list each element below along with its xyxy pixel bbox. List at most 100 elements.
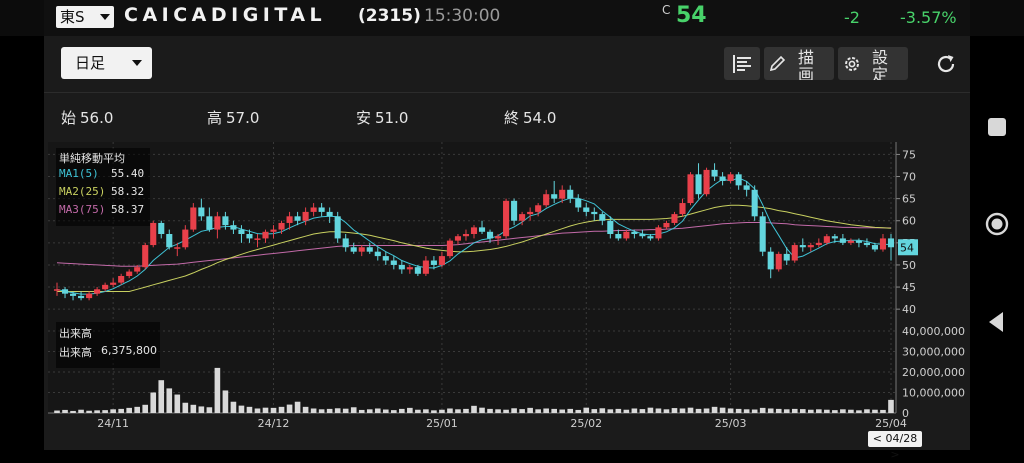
- volume-bar: [880, 409, 886, 413]
- candle-body: [270, 229, 277, 232]
- volume-bar: [342, 408, 349, 413]
- volume-bar: [824, 409, 830, 413]
- ohlc-open: 始 56.0: [61, 107, 113, 128]
- volume-bar: [294, 401, 301, 413]
- home-circle-icon[interactable]: [985, 212, 1009, 236]
- date-badge[interactable]: < 04/28 >: [868, 431, 922, 461]
- indicator-button[interactable]: [724, 47, 760, 80]
- candle-body: [94, 289, 101, 294]
- candle-body: [615, 234, 622, 239]
- volume-bar: [94, 410, 100, 413]
- ohlc-high: 高 57.0: [207, 107, 259, 128]
- period-select[interactable]: 日足: [61, 47, 152, 79]
- x-tick-label: 25/01: [426, 417, 458, 430]
- candle-body: [503, 200, 510, 237]
- candle-body: [238, 229, 245, 234]
- high-value: 57.0: [226, 109, 260, 127]
- settings-label: 設定: [872, 48, 899, 80]
- volume-bar: [703, 408, 710, 413]
- chevron-down-icon: [132, 60, 142, 66]
- candle-body: [254, 238, 261, 240]
- candle-body: [599, 214, 606, 221]
- volume-bar: [455, 409, 461, 413]
- y-tick-label: 60: [902, 215, 916, 228]
- back-triangle-icon[interactable]: [987, 311, 1007, 333]
- volume-bar: [767, 408, 774, 413]
- candle-body: [687, 174, 694, 204]
- x-tick-label: 24/12: [258, 417, 290, 430]
- square-icon[interactable]: [987, 117, 1007, 137]
- volume-bar: [535, 409, 541, 413]
- candle-body: [847, 240, 854, 243]
- volume-bar: [816, 409, 822, 413]
- ma-legend-title: 単純移動平均: [59, 152, 125, 165]
- ma1-value: 55.40: [111, 167, 145, 180]
- volume-bar: [134, 406, 141, 413]
- volume-value: 6,375,800: [101, 344, 157, 357]
- quote-time: 15:30:00: [424, 6, 501, 26]
- volume-bar: [775, 408, 782, 413]
- candle-body: [406, 267, 413, 270]
- candle-body: [86, 293, 93, 299]
- refresh-icon[interactable]: [934, 52, 958, 76]
- volume-bar: [270, 407, 277, 413]
- volume-bar: [551, 408, 557, 413]
- candle-body: [551, 194, 558, 199]
- volume-bar: [206, 407, 213, 413]
- volume-bar: [735, 408, 742, 413]
- volume-bar: [872, 409, 878, 413]
- candle-body: [166, 234, 173, 248]
- volume-bar: [791, 408, 798, 413]
- candle-body: [663, 222, 670, 228]
- volume-bar: [158, 380, 165, 413]
- candle-body: [446, 240, 453, 257]
- volume-bar: [487, 408, 493, 413]
- volume-bar: [230, 401, 237, 413]
- open-value: 56.0: [80, 109, 114, 127]
- volume-bar: [463, 408, 469, 413]
- candle-body: [871, 245, 878, 250]
- volume-bar: [278, 406, 285, 413]
- settings-button[interactable]: 設定: [838, 47, 908, 80]
- volume-label: 出来高: [59, 346, 92, 359]
- volume-bar: [832, 410, 838, 413]
- candle-body: [158, 222, 165, 234]
- volume-bar: [671, 408, 678, 413]
- ma3-row: MA3(75) 58.37: [59, 203, 144, 216]
- volume-bar: [743, 409, 750, 413]
- candle-body: [214, 216, 221, 230]
- candle-body: [486, 231, 494, 239]
- volume-bar: [647, 407, 654, 413]
- volume-bar: [864, 409, 870, 413]
- volume-bar: [607, 409, 614, 413]
- ma1-label: MA1(5): [59, 167, 99, 180]
- ma3-label: MA3(75): [59, 203, 106, 216]
- volume-bar: [110, 409, 116, 413]
- y-tick-label: 75: [902, 148, 916, 161]
- volume-bar: [374, 408, 381, 413]
- candle-body: [350, 247, 357, 252]
- candle-body: [310, 207, 317, 212]
- volume-bar: [575, 409, 582, 413]
- candle-body: [535, 205, 542, 212]
- price-chart[interactable]: 24/1124/1225/0125/0225/0325/044045505560…: [44, 140, 970, 450]
- volume-bar: [142, 404, 149, 413]
- draw-button[interactable]: 描画: [764, 47, 834, 80]
- volume-bar: [631, 408, 638, 413]
- x-tick-label: 25/04: [875, 417, 907, 430]
- volume-bar: [783, 409, 790, 413]
- market-select[interactable]: 東S: [56, 6, 114, 28]
- volume-bar: [366, 409, 373, 413]
- volume-bar: [407, 407, 413, 413]
- candle-body: [743, 185, 750, 190]
- volume-bar: [246, 406, 253, 413]
- volume-tick-label: 30,000,000: [902, 346, 965, 359]
- volume-bar: [687, 407, 694, 413]
- close-value: 54.0: [523, 109, 557, 127]
- candle-body: [759, 216, 766, 252]
- volume-bar: [519, 409, 525, 413]
- candle-body: [727, 174, 734, 181]
- stock-header: 東S CAICADIGITAL (2315) 15:30:00 C 54 -2 …: [44, 0, 970, 36]
- candle-body: [430, 260, 437, 265]
- candle-body: [807, 245, 814, 248]
